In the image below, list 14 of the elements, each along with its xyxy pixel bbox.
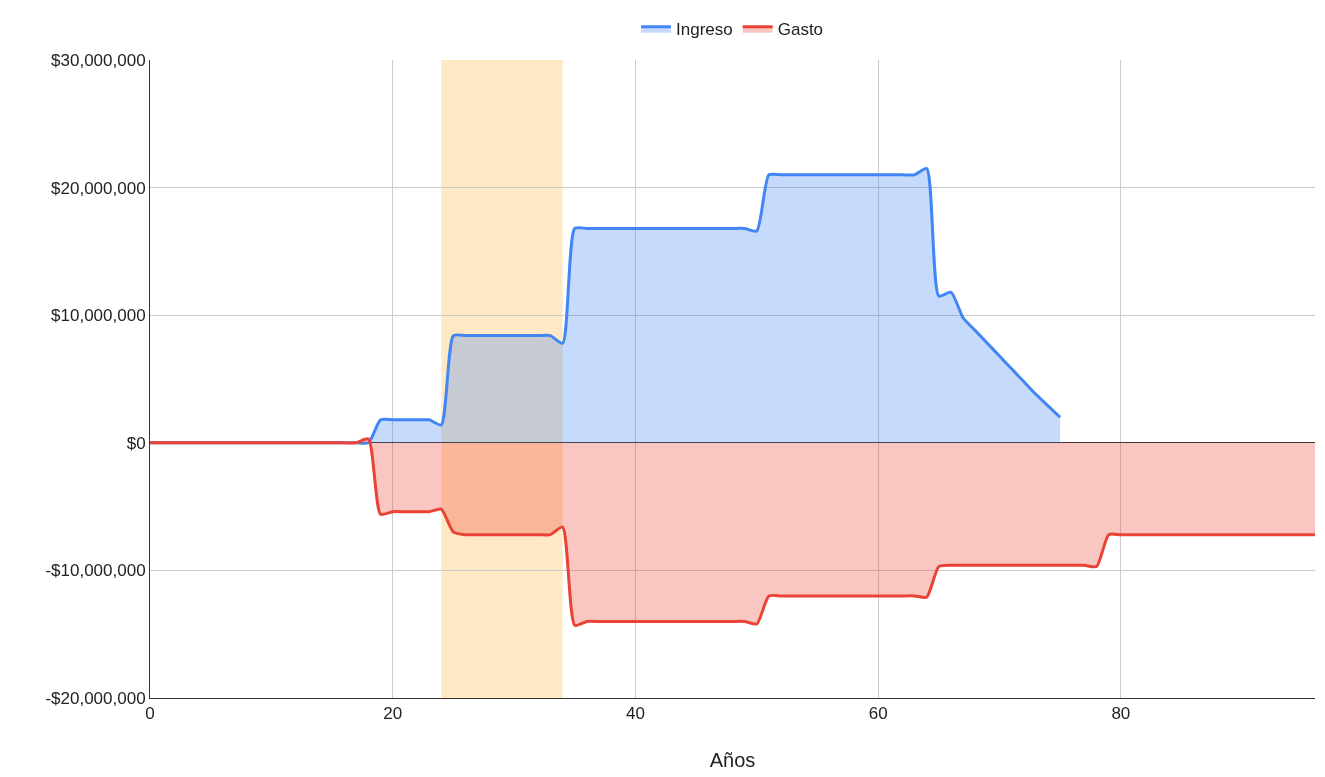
x-tick-label: 80 (1111, 704, 1131, 724)
y-tick-label: $0 (126, 433, 146, 453)
x-tick-label: 20 (383, 704, 403, 724)
x-tick-label: 60 (868, 704, 888, 724)
x-axis-title: Años (709, 748, 756, 771)
y-tick-label: -$10,000,000 (45, 561, 146, 581)
y-tick-label: $10,000,000 (51, 306, 146, 326)
x-tick-label: 40 (625, 704, 645, 724)
legend-label: Gasto (777, 20, 824, 40)
y-tick-label: -$20,000,000 (45, 688, 146, 708)
legend-label: Ingreso (676, 20, 733, 40)
y-tick-label: $20,000,000 (51, 178, 146, 198)
x-tick-label: 0 (145, 704, 155, 724)
y-tick-label: $30,000,000 (51, 50, 146, 70)
